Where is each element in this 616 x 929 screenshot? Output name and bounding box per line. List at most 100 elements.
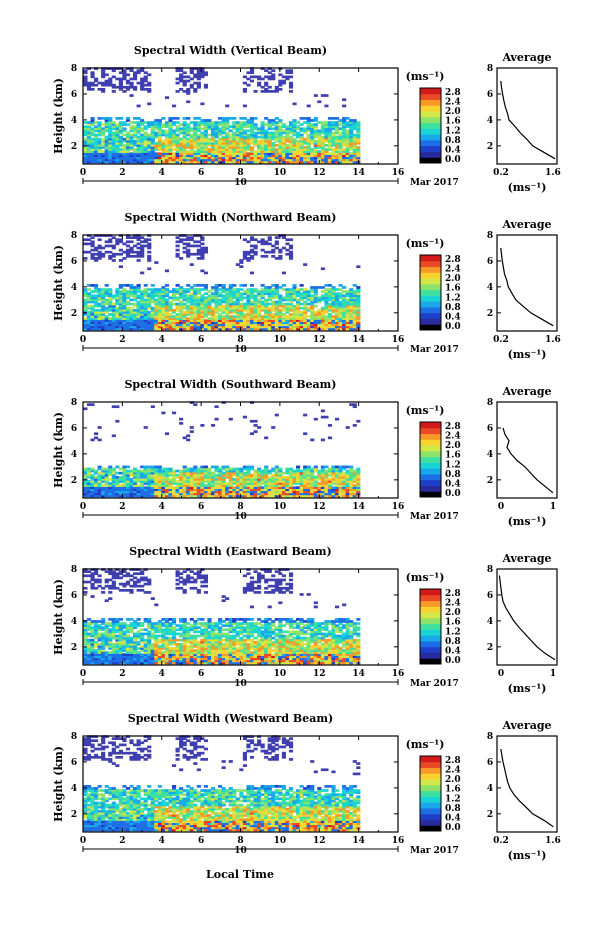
heatmap-cell xyxy=(352,405,357,409)
heatmap-cell xyxy=(179,160,184,164)
heatmap-cell xyxy=(122,146,127,149)
heatmap-cell xyxy=(104,661,109,665)
heatmap-cell xyxy=(90,467,95,471)
colorbar-swatch xyxy=(420,272,441,279)
heatmap-cell xyxy=(271,480,276,483)
heatmap-cell xyxy=(225,135,230,139)
heatmap-cell xyxy=(335,465,340,469)
heatmap-cell xyxy=(271,319,276,322)
heatmap-cell xyxy=(154,311,159,314)
heatmap-cell xyxy=(317,469,322,473)
heatmap-cell xyxy=(168,150,173,153)
heatmap-cell xyxy=(331,300,336,304)
heatmap-cell xyxy=(299,133,304,137)
heatmap-cell xyxy=(179,152,184,155)
heatmap-cell xyxy=(246,296,251,300)
heatmap-cell xyxy=(299,311,304,314)
heatmap-cell xyxy=(168,327,173,331)
heatmap-cell xyxy=(313,119,318,122)
heatmap-cell xyxy=(253,488,258,492)
heatmap-cell xyxy=(196,117,201,120)
heatmap-cell xyxy=(90,119,95,122)
heatmap-cell xyxy=(207,144,212,147)
heatmap-cell xyxy=(285,478,290,481)
heatmap-cell xyxy=(288,294,294,298)
heatmap-cell xyxy=(345,156,350,160)
heatmap-cell xyxy=(356,131,361,135)
heatmap-cell xyxy=(260,290,265,293)
heatmap-cell xyxy=(228,292,233,296)
heatmap-cell xyxy=(196,467,201,471)
heatmap-cell xyxy=(140,160,145,164)
heatmap-cell xyxy=(129,94,134,97)
heatmap-cell xyxy=(179,288,184,291)
heatmap-cell xyxy=(246,492,251,496)
heatmap-cell xyxy=(94,308,99,312)
heatmap-cell xyxy=(313,327,318,331)
heatmap-cell xyxy=(182,125,187,129)
heatmap-cell xyxy=(356,154,361,158)
heatmap-cell xyxy=(267,294,272,298)
heatmap-cell xyxy=(292,327,297,331)
heatmap-cell xyxy=(218,475,223,479)
x-tick-label: 2 xyxy=(119,502,125,512)
heatmap-cell xyxy=(203,325,209,329)
heatmap-cell xyxy=(115,494,120,498)
heatmap-cell xyxy=(125,308,131,312)
heatmap-cell xyxy=(324,490,329,494)
heatmap-cell xyxy=(140,482,145,485)
heatmap-cell xyxy=(292,492,297,496)
heatmap-cell xyxy=(218,480,223,483)
heatmap-cell xyxy=(83,121,88,124)
heatmap-cell xyxy=(90,137,95,141)
heatmap-cell xyxy=(125,482,131,485)
heatmap-cell xyxy=(296,148,301,151)
heatmap-cell xyxy=(338,300,343,304)
heatmap-cell xyxy=(164,323,170,327)
heatmap-cell xyxy=(235,325,240,329)
heatmap-cell xyxy=(281,482,286,485)
heatmap-cell xyxy=(278,308,283,312)
heatmap-cell xyxy=(292,146,297,149)
heatmap-cell xyxy=(246,139,251,143)
heatmap-cell xyxy=(278,139,283,143)
heatmap-cell xyxy=(299,298,304,302)
heatmap-cell xyxy=(242,323,247,327)
heatmap-cell xyxy=(239,158,244,162)
heatmap-cell xyxy=(257,494,262,498)
heatmap-cell xyxy=(257,146,262,149)
heatmap-cell xyxy=(207,152,212,155)
heatmap-cell xyxy=(140,298,145,302)
heatmap-cell xyxy=(285,292,290,296)
heatmap-cell xyxy=(193,75,198,79)
heatmap-cell xyxy=(122,486,127,489)
heatmap-cell xyxy=(331,123,336,126)
heatmap-cell xyxy=(157,141,162,145)
heatmap-cell xyxy=(342,494,347,498)
heatmap-cell xyxy=(242,292,247,296)
heatmap-cell xyxy=(274,139,279,143)
heatmap-cell xyxy=(164,469,170,473)
x-tick-label: 0 xyxy=(80,335,86,345)
heatmap-cell xyxy=(260,131,265,135)
heatmap-cell xyxy=(164,304,170,308)
heatmap-cell xyxy=(200,304,205,308)
heatmap-cell xyxy=(125,473,131,477)
heatmap-cell xyxy=(210,424,216,427)
heatmap-cell xyxy=(352,125,357,129)
heatmap-cell xyxy=(356,296,361,300)
heatmap-cell xyxy=(108,146,113,149)
heatmap-cell xyxy=(342,480,347,483)
heatmap-cell xyxy=(264,137,269,141)
heatmap-cell xyxy=(161,146,166,149)
heatmap-cell xyxy=(292,288,297,291)
heatmap-cell xyxy=(122,160,127,164)
heatmap-cell xyxy=(196,240,201,244)
heatmap-cell xyxy=(242,121,247,124)
heatmap-cell xyxy=(90,160,95,164)
heatmap-cell xyxy=(140,294,145,298)
heatmap-cell xyxy=(274,286,279,289)
heatmap-cell xyxy=(296,290,301,293)
heatmap-cell xyxy=(356,313,361,316)
heatmap-cell xyxy=(210,127,216,131)
